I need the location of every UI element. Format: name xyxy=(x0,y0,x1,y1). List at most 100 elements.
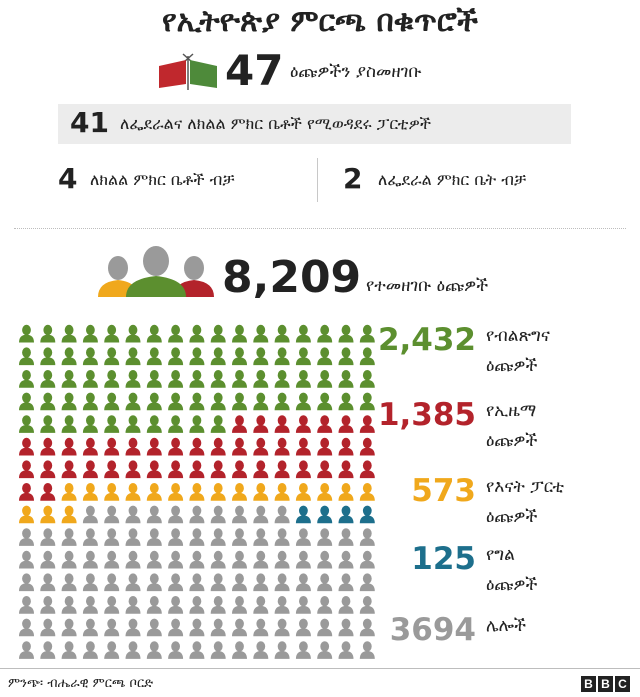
person-icon xyxy=(338,347,354,366)
legend-label: የእናት ፓርቲ xyxy=(486,477,565,497)
person-icon xyxy=(338,505,354,524)
person-icon xyxy=(210,392,226,411)
person-icon xyxy=(338,550,354,569)
person-icon xyxy=(125,370,141,388)
both-councils-label: ለፌደራልና ለክልል ምክር ቤቶች የሚወዳደሩ ፓርቲዎች xyxy=(120,114,432,133)
legend-value: 1,385 xyxy=(377,397,476,433)
person-icon xyxy=(168,437,184,456)
person-icon xyxy=(232,528,247,546)
person-icon xyxy=(359,460,375,479)
person-icon xyxy=(210,437,226,456)
person-icon xyxy=(61,392,77,411)
person-icon xyxy=(61,550,77,569)
person-icon xyxy=(104,596,120,614)
person-icon xyxy=(82,324,98,343)
person-icon xyxy=(19,370,34,388)
person-icon xyxy=(317,437,333,456)
person-icon xyxy=(19,437,34,456)
council-split: 4 ለክልል ምክር ቤቶች ብቻ 2 ለፌደራል ምክር ቤት ብቻ xyxy=(0,158,640,202)
person-icon xyxy=(104,641,120,659)
legend-value: 3694 xyxy=(389,612,476,648)
person-icon xyxy=(295,392,311,411)
bbc-logo-letter: B xyxy=(581,676,596,692)
person-icon xyxy=(19,483,34,501)
person-icon xyxy=(168,550,184,569)
person-icon xyxy=(359,505,375,524)
person-icon xyxy=(253,392,269,411)
person-icon xyxy=(359,415,375,433)
person-icon xyxy=(61,618,77,637)
person-icon xyxy=(253,483,269,501)
person-icon xyxy=(19,573,34,592)
person-icon xyxy=(146,392,162,411)
person-icon xyxy=(104,370,120,388)
person-icon xyxy=(61,415,77,433)
person-icon xyxy=(82,392,98,411)
bbc-logo-letter: C xyxy=(615,676,630,692)
person-icon xyxy=(274,550,290,569)
person-icon xyxy=(232,460,247,479)
person-icon xyxy=(253,505,269,524)
person-icon xyxy=(317,392,333,411)
person-icon xyxy=(146,528,162,546)
person-icon xyxy=(82,550,98,569)
person-icon xyxy=(295,460,311,479)
person-icon xyxy=(125,550,141,569)
person-icon xyxy=(210,460,226,479)
legend-item-prosperity: 2,432 የብልጽግና ዕጩዎች xyxy=(377,322,630,382)
person-icon xyxy=(82,528,98,546)
party-summary: 47 ዕጩዎችን ያስመዘገቡ xyxy=(0,46,640,96)
person-icon xyxy=(232,618,247,637)
person-icon xyxy=(274,483,290,501)
person-icon xyxy=(210,483,226,501)
both-councils-box: 41 ለፌደራልና ለክልል ምክር ቤቶች የሚወዳደሩ ፓርቲዎች xyxy=(58,104,571,144)
person-icon xyxy=(189,618,205,637)
person-icon xyxy=(232,483,247,501)
person-icon xyxy=(82,460,98,479)
person-icon xyxy=(232,415,247,433)
person-icon xyxy=(274,505,290,524)
legend-label: ሌሎች xyxy=(486,616,527,636)
person-icon xyxy=(104,505,120,524)
person-icon xyxy=(125,618,141,637)
legend-value: 2,432 xyxy=(377,322,476,358)
person-icon xyxy=(19,618,34,637)
person-icon xyxy=(210,324,226,343)
person-icon xyxy=(168,641,184,659)
person-icon xyxy=(253,437,269,456)
person-icon xyxy=(210,347,226,366)
person-icon xyxy=(210,618,226,637)
person-icon xyxy=(253,415,269,433)
person-icon xyxy=(61,460,77,479)
person-icon xyxy=(82,618,98,637)
person-icon xyxy=(210,573,226,592)
person-icon xyxy=(40,347,56,366)
bbc-logo-letter: B xyxy=(598,676,613,692)
person-icon xyxy=(189,437,205,456)
person-icon xyxy=(146,618,162,637)
person-icon xyxy=(82,641,98,659)
person-icon xyxy=(168,483,184,501)
person-icon xyxy=(359,618,375,637)
person-icon xyxy=(359,528,375,546)
person-icon xyxy=(146,324,162,343)
person-icon xyxy=(19,347,34,366)
person-icon xyxy=(189,324,205,343)
person-icon xyxy=(253,324,269,343)
person-icon xyxy=(359,370,375,388)
page-title: የኢትዮጵያ ምርጫ በቁጥሮች xyxy=(162,4,478,39)
person-icon xyxy=(338,415,354,433)
footer-divider xyxy=(0,668,640,669)
person-icon xyxy=(274,528,290,546)
person-icon xyxy=(232,641,247,659)
person-icon xyxy=(338,392,354,411)
person-icon xyxy=(295,415,311,433)
person-icon xyxy=(317,618,333,637)
person-icon xyxy=(40,528,56,546)
person-icon xyxy=(274,437,290,456)
person-icon xyxy=(232,596,247,614)
person-icon xyxy=(338,324,354,343)
bbc-logo: B B C xyxy=(581,676,630,692)
person-icon xyxy=(232,324,247,343)
person-icon xyxy=(19,641,34,659)
